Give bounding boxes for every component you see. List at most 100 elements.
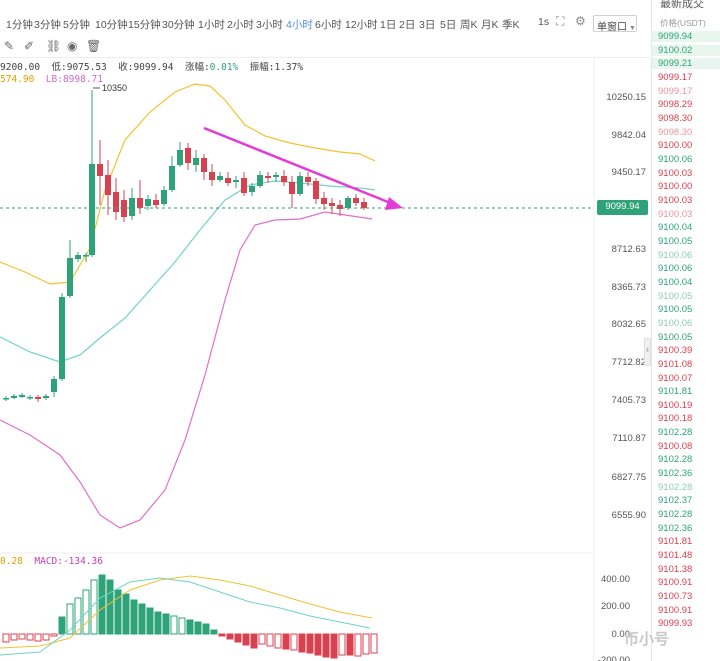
interval-tab-4[interactable]: 15分钟 [128, 19, 161, 31]
macd-histogram-bar [186, 619, 194, 635]
macd-histogram-bar [74, 597, 82, 635]
trade-row: 9100.00 [658, 140, 693, 152]
candle-body [217, 176, 223, 180]
trade-row: 9101.08 [658, 358, 693, 370]
macd-histogram-bar [290, 633, 298, 651]
macd-histogram-bar [98, 574, 106, 635]
interval-tab-5[interactable]: 30分钟 [162, 19, 195, 31]
gear-icon[interactable]: ⚙ [575, 14, 586, 28]
macd-histogram-bar [18, 633, 26, 640]
brush-icon[interactable]: ✐ [24, 39, 35, 53]
trash-icon[interactable]: 🗑 [86, 39, 102, 53]
boll-lb-value: LB:8998.71 [45, 74, 103, 85]
interval-tab-14[interactable]: 3日 [419, 19, 436, 31]
macd-histogram-bar [274, 633, 282, 649]
candlestick-chart[interactable]: 10250.15 9842.04 9450.17 8712.63 8365.73 8032… [0, 58, 650, 661]
amplitude-label: 振幅: [249, 62, 275, 73]
link-icon[interactable]: ⛓ [46, 39, 62, 53]
interval-tab-12[interactable]: 1日 [380, 19, 397, 31]
candle-body [185, 148, 191, 163]
trade-row: 9102.37 [658, 495, 693, 507]
trade-row: 9100.03 [658, 167, 693, 179]
macd-histogram-bar [146, 607, 154, 635]
price-column-header: 价格(USDT) [660, 18, 706, 28]
candle-body [137, 198, 143, 208]
macd-histogram-bar [138, 603, 146, 635]
sec-interval-button[interactable]: 1s [538, 16, 550, 28]
macd-histogram-bar [106, 579, 114, 635]
fullscreen-icon[interactable]: ⛶ [556, 14, 565, 28]
trade-row: 9098.30 [658, 112, 693, 124]
candle-body [209, 172, 215, 180]
interval-tab-11[interactable]: 12小时 [345, 19, 378, 31]
macd-histogram-bar [314, 633, 322, 656]
change-label: 涨幅: [184, 62, 210, 73]
macd-histogram-bar [130, 599, 138, 635]
interval-tab-13[interactable]: 2日 [399, 19, 416, 31]
interval-tab-2[interactable]: 5分钟 [63, 19, 90, 31]
drawing-toolbar: ✎ ✐ ⛓ ◉ 🗑 [0, 36, 650, 58]
trade-row: 9100.05 [658, 235, 693, 247]
macd-histogram-bar [298, 633, 306, 653]
close-value: 收:9099.94 [118, 62, 174, 73]
trade-row: 9100.91 [658, 577, 693, 589]
macd-histogram-bar [370, 633, 378, 654]
price-tick-label: 6827.75 [612, 472, 646, 483]
candle-body [3, 398, 9, 400]
trend-arrow-line [203, 126, 394, 206]
interval-tab-8[interactable]: 3小时 [256, 19, 283, 31]
candle-body [97, 164, 103, 176]
candle-body [59, 297, 65, 379]
interval-tab-18[interactable]: 季K [502, 19, 520, 31]
panel-resize-handle[interactable]: ‖ [644, 338, 651, 366]
pencil-icon[interactable]: ✎ [4, 39, 15, 53]
candle-body [89, 164, 95, 255]
trade-row: 9100.73 [658, 591, 693, 603]
candle-body [297, 176, 303, 194]
eye-icon[interactable]: ◉ [67, 39, 78, 53]
window-mode-label: 单窗口 [597, 22, 627, 33]
macd-histogram-bar [346, 633, 354, 656]
trend-arrow-head [385, 197, 403, 210]
macd-histogram-bar [2, 633, 10, 643]
interval-tab-3[interactable]: 10分钟 [95, 19, 128, 31]
trade-row: 9101.38 [658, 563, 693, 575]
interval-tab-6[interactable]: 1小时 [198, 19, 225, 31]
macd-histogram-bar [306, 633, 314, 654]
interval-tab-10[interactable]: 6小时 [315, 19, 342, 31]
macd-dea-line [0, 575, 373, 649]
candle-body [169, 166, 175, 190]
candle-body [281, 176, 287, 182]
price-tick-label: 8365.73 [612, 282, 646, 293]
interval-tab-16[interactable]: 周K [460, 19, 478, 31]
macd-dea-value: 0.28 [0, 556, 23, 567]
macd-tick-label: 200.00 [601, 601, 630, 612]
candle-body [321, 198, 327, 204]
macd-histogram-bar [114, 589, 122, 635]
price-tick-label: 9450.17 [612, 167, 646, 178]
chevron-down-icon: ▼ [629, 25, 636, 32]
interval-tab-7[interactable]: 2小时 [227, 19, 254, 31]
window-mode-select[interactable]: 单窗口 ▼ [593, 15, 637, 33]
trade-row: 9100.06 [658, 153, 693, 165]
interval-tab-17[interactable]: 月K [481, 19, 499, 31]
boll-ub-value: 574.90 [0, 74, 35, 85]
price-tick-label: 9842.04 [612, 130, 646, 141]
candle-body [161, 190, 167, 204]
macd-histogram-bar [242, 633, 250, 646]
price-tick-label: 10250.15 [606, 92, 646, 103]
candle-body [121, 200, 127, 217]
candle-body [249, 186, 255, 192]
interval-tab-15[interactable]: 5日 [440, 19, 457, 31]
price-tick-label: 8032.65 [612, 319, 646, 330]
trade-row: 9100.05 [658, 290, 693, 302]
macd-histogram-bar [10, 633, 18, 641]
candle-body [153, 200, 159, 205]
interval-tab-9[interactable]: 4小时 [286, 19, 313, 31]
interval-tab-0[interactable]: 1分钟 [6, 19, 33, 31]
macd-value: MACD:-134.36 [34, 556, 103, 567]
trade-row: 9100.18 [658, 413, 693, 425]
interval-tab-1[interactable]: 3分钟 [34, 19, 61, 31]
macd-dif-line [0, 577, 371, 656]
candle-body [83, 255, 89, 257]
